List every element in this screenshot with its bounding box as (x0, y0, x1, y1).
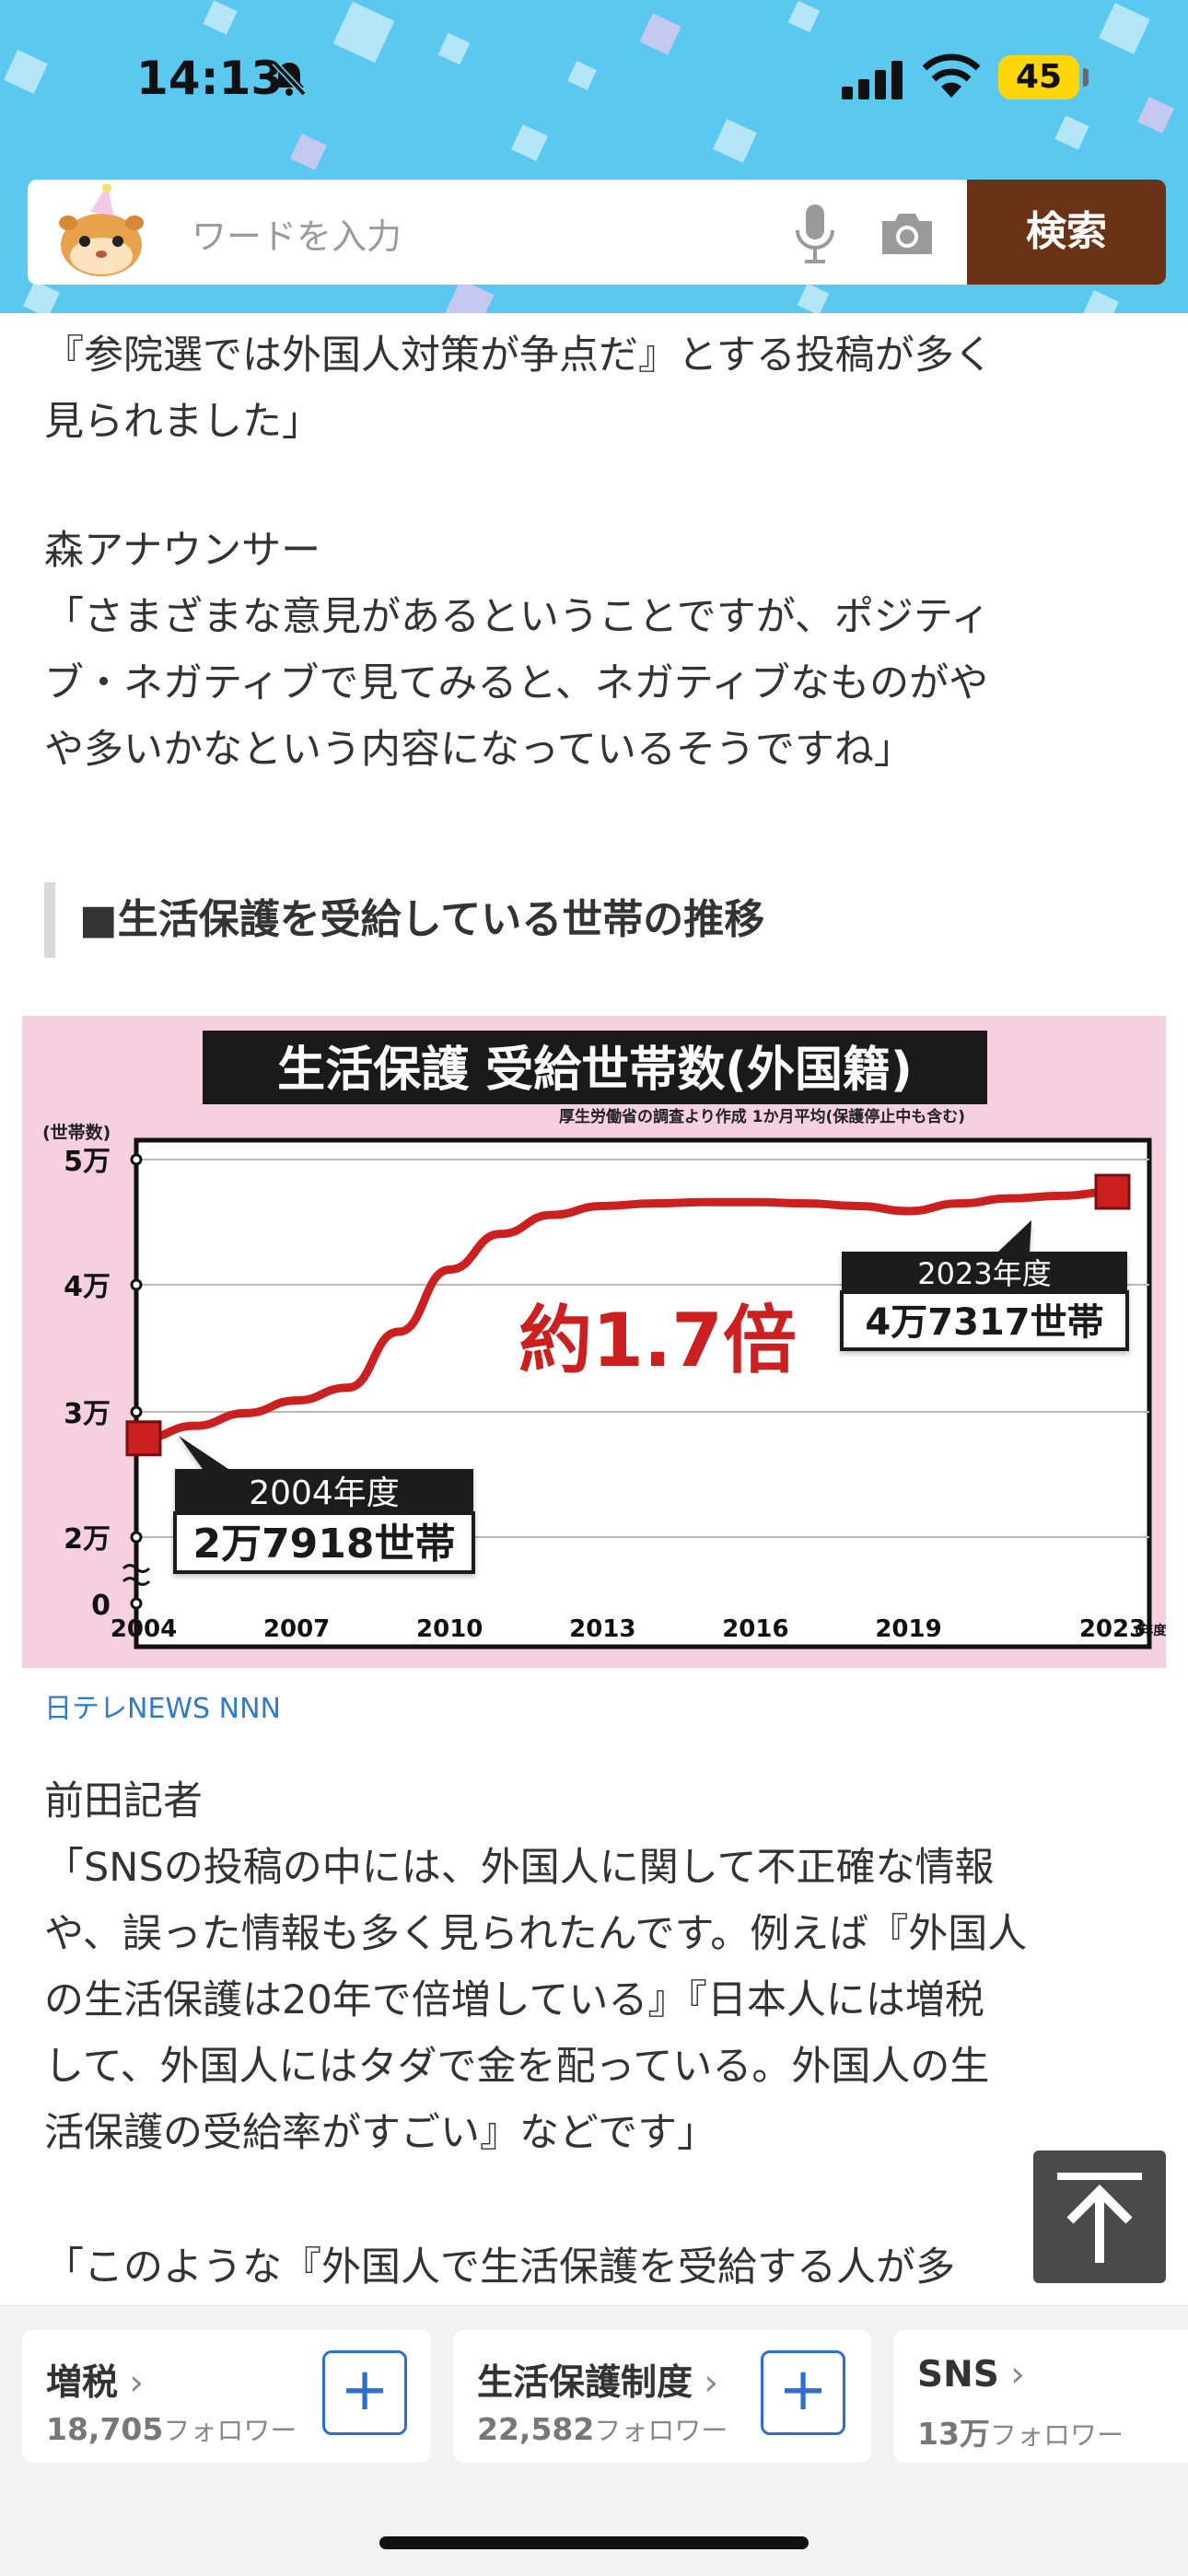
topic-follower-count: 18,705フォロワー (46, 2409, 297, 2448)
y-tick-label: 4万 (64, 1271, 111, 1303)
mascot-logo-icon (59, 184, 144, 276)
chart-image[interactable]: 生活保護 受給世帯数(外国籍) 厚生労働省の調査より作成 1か月平均(保護停止中… (22, 1016, 1166, 1668)
y-tick-mark (130, 1531, 143, 1544)
line-chart: 生活保護 受給世帯数(外国籍) 厚生労働省の調査より作成 1か月平均(保護停止中… (42, 1031, 1166, 1649)
chart-subtitle: 厚生労働省の調査より作成 1か月平均(保護停止中も含む) (559, 1107, 965, 1126)
search-button[interactable]: 検索 (967, 180, 1166, 285)
x-tick-label: 2023 (1079, 1615, 1146, 1643)
paragraph-line: 活保護の受給率がすごい』などです」 (44, 2110, 717, 2156)
plus-icon: + (340, 2356, 390, 2424)
annotation-year: 2004年度 (249, 1474, 400, 1512)
y-tick-label: 0 (91, 1590, 111, 1622)
chevron-right-icon: › (118, 2362, 145, 2404)
topic-name[interactable]: 生活保護制度 › (477, 2354, 718, 2406)
chevron-right-icon: › (998, 2354, 1025, 2395)
topic-card[interactable]: 増税 › 18,705フォロワー + (22, 2330, 431, 2463)
annotation-2023 (840, 1220, 1129, 1351)
topic-follower-count: 22,582フォロワー (477, 2409, 728, 2448)
section-heading: ■生活保護を受給している世帯の推移 (44, 882, 1166, 958)
follow-button[interactable]: + (322, 2350, 407, 2435)
topic-name[interactable]: SNS › (917, 2354, 1025, 2395)
topic-follower-count: 13万フォロワー (917, 2409, 1124, 2454)
follower-number: 22,582 (477, 2411, 595, 2447)
search-input[interactable]: ワードを入力 (192, 216, 402, 257)
follower-unit: フォロワー (163, 2415, 297, 2446)
topic-label: 増税 (46, 2362, 119, 2404)
arrow-up-icon (1057, 2173, 1142, 2263)
chevron-right-icon: › (693, 2362, 719, 2404)
topic-card[interactable]: SNS › 13万フォロワー (893, 2330, 1188, 2463)
paragraph-line: ブ・ネガティブで見てみると、ネガティブなものがや (44, 660, 989, 706)
camera-icon[interactable] (879, 208, 936, 258)
topic-name[interactable]: 増税 › (46, 2354, 144, 2406)
x-tick-label: 2004 (111, 1615, 177, 1643)
y-axis-label: (世帯数) (42, 1122, 111, 1143)
paragraph-line: や多いかなという内容になっているそうですね」 (44, 727, 914, 773)
follower-number: 13万 (917, 2416, 990, 2452)
speaker-name: 森アナウンサー (44, 528, 321, 574)
status-time: 14:13 (136, 52, 284, 105)
chart-title: 生活保護 受給世帯数(外国籍) (277, 1043, 913, 1098)
paragraph-line: して、外国人にはタダで金を配っている。外国人の生 (44, 2044, 990, 2090)
battery-level: 45 (998, 55, 1079, 99)
cellular-signal-icon (842, 61, 903, 99)
topic-card[interactable]: 生活保護制度 › 22,582フォロワー + (453, 2330, 871, 2463)
follower-number: 18,705 (46, 2411, 164, 2447)
bell-slash-icon (272, 60, 307, 97)
plus-icon: + (778, 2356, 828, 2424)
annotation-value: 4万7317世帯 (865, 1301, 1103, 1344)
y-tick-label: 2万 (64, 1523, 111, 1556)
data-point-marker (125, 1420, 162, 1457)
paragraph-line: 「SNSの投稿の中には、外国人に関して不正確な情報 (44, 1845, 995, 1891)
topic-label: 生活保護制度 (477, 2362, 693, 2404)
x-tick-label: 2010 (416, 1615, 483, 1643)
paragraph-line: の生活保護は20年で倍増している』『日本人には増税 (44, 1977, 984, 2023)
scroll-to-top-button[interactable] (1033, 2151, 1166, 2283)
annotation-value: 2万7918世帯 (192, 1521, 455, 1568)
x-tick-label: 2019 (875, 1615, 941, 1643)
y-tick-mark (130, 1597, 143, 1610)
annotation-year: 2023年度 (917, 1256, 1051, 1291)
y-tick-mark (130, 1278, 143, 1291)
paragraph-line: 「このような『外国人で生活保護を受給する人が多 (44, 2244, 955, 2290)
y-tick-label: 3万 (64, 1398, 111, 1430)
topic-label: SNS (917, 2354, 999, 2395)
data-point-marker (1094, 1173, 1131, 1210)
y-tick-label: 5万 (64, 1146, 111, 1178)
chart-title-banner (203, 1031, 987, 1104)
x-axis-unit: (年度) (1135, 1623, 1166, 1638)
follow-button[interactable]: + (761, 2350, 845, 2435)
battery-cap (1083, 68, 1089, 87)
follower-unit: フォロワー (594, 2415, 728, 2446)
microphone-icon[interactable] (790, 203, 840, 265)
paragraph-line: 『参院選では外国人対策が争点だ』とする投稿が多く (44, 332, 994, 379)
follower-unit: フォロワー (989, 2419, 1124, 2451)
x-tick-label: 2007 (263, 1615, 330, 1643)
image-source-link[interactable]: 日テレNEWS NNN (44, 1693, 281, 1725)
paragraph-line: 「さまざまな意見があるということですが、ポジティ (44, 594, 991, 640)
y-tick-mark (130, 1405, 143, 1418)
wifi-icon (922, 53, 981, 98)
y-tick-mark (130, 1153, 143, 1166)
series-line (139, 1187, 1117, 1443)
home-indicator (379, 2536, 809, 2549)
x-tick-label: 2013 (569, 1615, 635, 1643)
growth-annotation: 約1.7倍 (518, 1298, 797, 1383)
paragraph-line: や、誤った情報も多く見られたんです。例えば『外国人 (44, 1911, 1028, 1957)
annotation-2004 (173, 1436, 475, 1574)
speaker-name: 前田記者 (44, 1778, 203, 1824)
x-tick-label: 2016 (722, 1615, 788, 1643)
axis-break-mark (122, 1564, 151, 1586)
paragraph-line: 見られました」 (44, 399, 321, 445)
